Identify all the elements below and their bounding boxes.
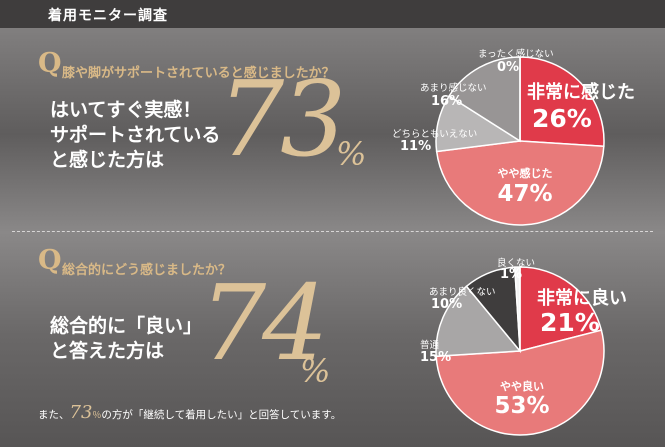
pie2-value-good: 53% (494, 393, 550, 419)
pie1-value-somewhat: 47% (497, 181, 553, 207)
header-bar: 着用モニター調査 (0, 0, 665, 28)
big-number-2: 74 (200, 262, 328, 384)
section-divider (12, 231, 653, 232)
pie2-value-bad: 1% (500, 267, 523, 282)
percent-sign-2: % (300, 352, 331, 390)
lead-1-line-2: サポートされている (50, 124, 221, 146)
pie2-slice-2 (435, 285, 522, 358)
pie2-label-not-good: あまり良くない (429, 287, 496, 298)
lead-1-line-1: はいてすぐ実感！ (50, 99, 202, 121)
pie1-label-very-little: まったく感じない (478, 49, 554, 60)
question-1-text: 膝や脚がサポートされていると感じましたか？ (62, 66, 335, 81)
pie2-label-neutral: 普通 (420, 340, 440, 351)
pie1-value-neutral: 11% (400, 139, 432, 154)
pie1-slice-0 (519, 56, 605, 148)
pie1-slice-1 (435, 140, 605, 226)
pie2-slice-1 (435, 329, 605, 436)
pie2-value-neutral: 15% (420, 350, 452, 365)
question-2-text: 総合的にどう感じましたか？ (62, 263, 232, 278)
pie2-slice-0 (519, 266, 603, 352)
footnote-post: の方が「継続して着用したい」と回答しています。 (101, 409, 342, 421)
footnote-number: 73 (69, 402, 93, 423)
pie1-label-neutral: どちらともいえない (392, 129, 478, 140)
pie2-label-bad: 良くない (497, 258, 536, 269)
pie1-label-somewhat: やや感じた (497, 167, 553, 180)
pie1-label-strong: 非常に感じた (527, 82, 635, 103)
percent-sign-1: % (336, 135, 367, 173)
pie2-value-very-good: 21% (540, 308, 600, 337)
question-2-marker: Q (38, 245, 62, 276)
pie1-label-little: あまり感じない (420, 83, 487, 94)
lead-text-1: はいてすぐ実感！ サポートされている と感じた方は (50, 98, 220, 173)
pie2-slice-4 (513, 266, 521, 352)
lead-2-line-2: と答えた方は (50, 340, 165, 362)
lead-1-line-3: と感じた方は (50, 149, 165, 171)
footnote: また、73％の方が「継続して着用したい」と回答しています。 (38, 402, 341, 423)
lead-text-2: 総合的に「良い」 と答えた方は (50, 314, 202, 364)
question-1-marker: Q (38, 48, 62, 79)
pie1-value-strong: 26% (532, 104, 592, 133)
lead-2-line-1: 総合的に「良い」 (50, 315, 203, 337)
pie1-slice-3 (448, 56, 521, 143)
pie1-value-little: 16% (431, 94, 463, 109)
footnote-percent: ％ (92, 411, 102, 421)
header-title: 着用モニター調査 (48, 8, 168, 24)
footnote-pre: また、 (38, 409, 70, 421)
pie2-label-good: やや良い (500, 380, 544, 393)
pie2-value-not-good: 10% (431, 297, 463, 312)
pie1-value-very-little: 0% (497, 60, 520, 75)
big-number-1: 73 (218, 58, 346, 180)
pie2-label-very-good: 非常に良い (537, 288, 627, 309)
